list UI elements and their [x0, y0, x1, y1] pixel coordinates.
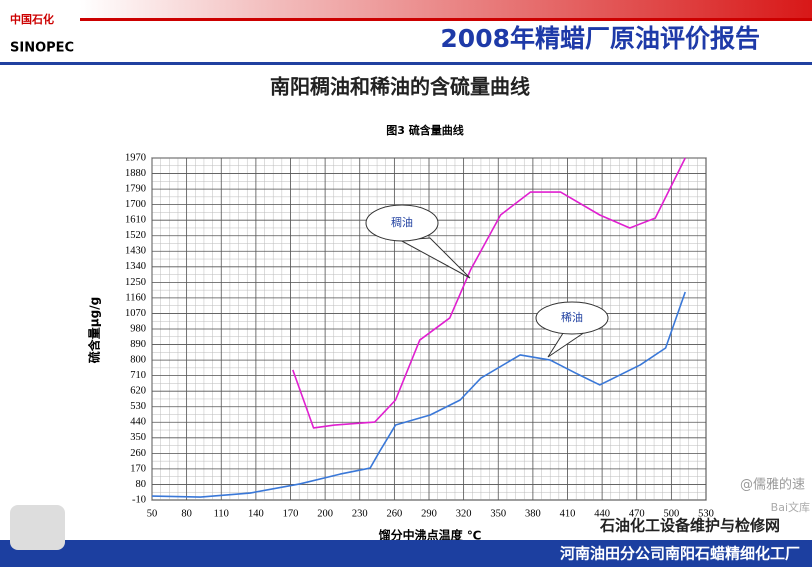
footer-text: 河南油田分公司南阳石蜡精细化工厂: [560, 545, 800, 563]
x-tick-label: 110: [214, 508, 229, 519]
x-tick-label: 50: [147, 508, 158, 519]
callout: [535, 301, 609, 335]
watermark: Bai文库: [771, 500, 810, 514]
header-rule: [0, 62, 812, 65]
y-tick-label: 1070: [125, 308, 146, 319]
series-label: 稠油: [391, 215, 413, 229]
y-tick-label: 260: [130, 448, 146, 459]
y-tick-label: 1790: [125, 183, 146, 194]
y-tick-label: 1700: [125, 199, 146, 210]
series-label: 稀油: [561, 310, 583, 324]
series-line: [292, 157, 686, 429]
x-tick-label: 440: [594, 508, 610, 519]
y-tick-label: 980: [130, 323, 146, 334]
footer-bar: [0, 540, 812, 567]
y-tick-label: 1340: [125, 261, 146, 272]
x-tick-label: 380: [525, 508, 541, 519]
y-tick-label: 890: [130, 339, 146, 350]
x-tick-label: 500: [664, 508, 680, 519]
y-tick-label: 710: [130, 370, 146, 381]
y-tick-label: 530: [130, 401, 146, 412]
y-tick-label: 1430: [125, 246, 146, 257]
x-tick-label: 530: [698, 508, 714, 519]
y-tick-label: -10: [132, 494, 146, 505]
y-tick-label: 1520: [125, 230, 146, 241]
y-tick-label: 1970: [125, 152, 146, 163]
x-tick-label: 140: [248, 508, 264, 519]
series-line: [151, 291, 686, 498]
y-tick-label: 1610: [125, 215, 146, 226]
plot: -10 80 170 260 350 440 530 620 710 800 890 980 1070 1…: [125, 152, 714, 519]
logo-text: SINOPEC: [10, 41, 74, 56]
x-axis-label: 馏分中沸点温度 ℃: [379, 528, 482, 543]
y-tick-label: 620: [130, 386, 146, 397]
slide-subtitle: 南阳稠油和稀油的含硫量曲线: [270, 75, 530, 99]
logo-cn: 中国石化: [10, 12, 54, 26]
y-tick-label: 1250: [125, 277, 146, 288]
x-tick-label: 200: [317, 508, 333, 519]
y-tick-label: 350: [130, 432, 146, 443]
slide-title: 2008年精蜡厂原油评价报告: [440, 24, 760, 53]
watermark: 石油化工设备维护与检修网: [599, 517, 780, 535]
callout: [365, 204, 439, 242]
x-tick-label: 320: [456, 508, 472, 519]
y-tick-label: 1160: [125, 292, 146, 303]
watermark: @儒雅的速: [740, 477, 805, 493]
x-tick-label: 80: [181, 508, 192, 519]
x-tick-label: 230: [352, 508, 368, 519]
chart-title: 图3 硫含量曲线: [386, 123, 463, 137]
header-stripe: [80, 18, 812, 21]
x-tick-label: 290: [421, 508, 437, 519]
y-tick-label: 800: [130, 354, 146, 365]
footer-icon: [10, 505, 65, 550]
x-tick-label: 410: [560, 508, 576, 519]
y-tick-label: 1880: [125, 168, 146, 179]
y-tick-label: 80: [136, 479, 147, 490]
x-tick-label: 260: [387, 508, 403, 519]
y-axis-label: 硫含量μg/g: [87, 297, 102, 363]
x-tick-label: 470: [629, 508, 645, 519]
y-tick-label: 170: [130, 463, 146, 474]
y-tick-label: 440: [130, 417, 146, 428]
header-stripe: [80, 0, 812, 18]
x-tick-label: 170: [283, 508, 299, 519]
x-tick-label: 350: [490, 508, 506, 519]
